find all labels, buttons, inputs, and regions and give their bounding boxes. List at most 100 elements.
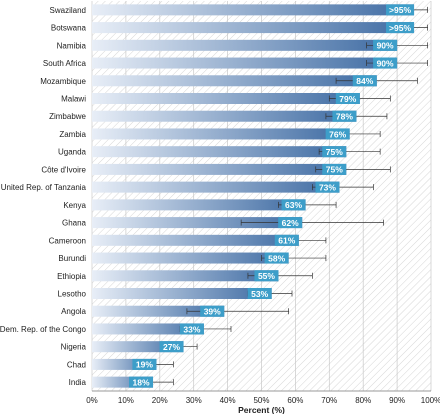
data-label: 73% xyxy=(319,182,336,192)
bar xyxy=(92,341,184,353)
data-label: 53% xyxy=(251,289,268,299)
x-tick-label: 90% xyxy=(389,396,405,405)
data-label: 33% xyxy=(183,324,200,334)
category-label: Ethiopia xyxy=(57,272,86,281)
bar xyxy=(92,305,225,317)
category-label: South Africa xyxy=(43,59,87,68)
data-label: 76% xyxy=(329,129,346,139)
data-label: 79% xyxy=(339,94,356,104)
data-label: 90% xyxy=(377,41,394,51)
data-labels: >95% >95% 90% 90% 84%79% 78% 76% 75% 75% 73% 63% 62… xyxy=(129,4,415,388)
x-axis-title: Percent (%) xyxy=(238,405,285,414)
data-label-box xyxy=(129,376,154,388)
bar xyxy=(92,93,360,104)
data-label-box xyxy=(373,57,398,69)
bar xyxy=(92,39,398,51)
bar xyxy=(92,270,279,282)
x-tick-label: 50% xyxy=(253,396,269,405)
data-label: >95% xyxy=(389,5,411,15)
data-label-box xyxy=(332,110,357,122)
bar xyxy=(92,234,299,246)
bar xyxy=(92,4,415,16)
data-label: 39% xyxy=(204,307,221,317)
bar xyxy=(92,22,415,34)
category-label: Namibia xyxy=(57,41,87,50)
data-label-box xyxy=(322,146,347,158)
category-label: Cameroon xyxy=(49,236,86,245)
data-label: 19% xyxy=(136,360,153,370)
data-label-box xyxy=(159,341,184,353)
category-label: Malawi xyxy=(61,95,86,104)
data-label: 78% xyxy=(336,112,353,122)
category-label: Zimbabwe xyxy=(49,112,86,121)
bar xyxy=(92,358,157,370)
x-tick-label: 0% xyxy=(86,396,98,405)
data-label: 62% xyxy=(282,218,299,228)
data-label-box xyxy=(247,288,272,299)
bar xyxy=(92,163,347,175)
bar xyxy=(92,288,272,299)
category-label: Botswana xyxy=(51,24,87,33)
category-label: Angola xyxy=(61,307,86,316)
data-label: 84% xyxy=(356,76,373,86)
category-label: Mozambique xyxy=(40,77,86,86)
category-labels: Swaziland Botswana Namibia South Africa Moza… xyxy=(0,6,87,387)
bar xyxy=(92,199,306,211)
category-label: Chad xyxy=(67,360,86,369)
data-label-box xyxy=(315,181,340,193)
x-tick-label: 20% xyxy=(152,396,168,405)
x-tick-label: 70% xyxy=(321,396,337,405)
data-label: 90% xyxy=(377,58,394,68)
category-label: Côte d'Ivoire xyxy=(41,165,86,174)
bar xyxy=(92,217,303,229)
data-label-box xyxy=(281,199,306,211)
data-label-box xyxy=(386,4,415,16)
category-label: Uganda xyxy=(58,148,87,157)
category-label: Dem. Rep. of the Congo xyxy=(0,325,87,334)
data-label: 63% xyxy=(285,200,302,210)
bar xyxy=(92,57,398,69)
bar xyxy=(92,110,357,122)
data-label-box xyxy=(386,22,415,34)
data-label-box xyxy=(373,39,398,51)
data-label-box xyxy=(179,323,204,335)
data-label-box xyxy=(264,252,289,264)
bar xyxy=(92,146,347,158)
bar xyxy=(92,252,289,264)
data-label: >95% xyxy=(389,23,411,33)
bar xyxy=(92,75,377,87)
data-label-box xyxy=(274,234,299,246)
bar xyxy=(92,323,204,335)
data-label: 75% xyxy=(326,165,343,175)
category-label: Kenya xyxy=(63,201,86,210)
data-label: 18% xyxy=(133,377,150,387)
data-label-box xyxy=(254,270,279,282)
data-label: 27% xyxy=(163,342,180,352)
category-label: Swaziland xyxy=(50,6,86,15)
category-label: United Rep. of Tanzania xyxy=(1,183,87,192)
category-label: Lesotho xyxy=(58,290,87,299)
x-tick-label: 30% xyxy=(186,396,202,405)
category-label: Zambia xyxy=(59,130,86,139)
x-tick-label: 80% xyxy=(355,396,371,405)
data-label-box xyxy=(325,128,350,140)
x-tick-labels: 0% 10% 20% 30% 40% 50% 60% 70% 80% 90% 100% xyxy=(86,396,440,405)
x-tick-label: 100% xyxy=(421,396,440,405)
data-label-box xyxy=(352,75,377,87)
data-label: 75% xyxy=(326,147,343,157)
data-label: 55% xyxy=(258,271,275,281)
data-label-box xyxy=(132,358,157,370)
x-tick-label: 10% xyxy=(118,396,134,405)
data-label-box xyxy=(278,217,303,229)
category-label: Nigeria xyxy=(61,343,87,352)
category-label: Burundi xyxy=(58,254,86,263)
bars xyxy=(92,4,415,388)
data-label: 61% xyxy=(278,236,295,246)
bar xyxy=(92,181,340,193)
data-label-box xyxy=(200,305,225,317)
category-label: Ghana xyxy=(62,219,87,228)
bar xyxy=(92,376,154,388)
data-label-box xyxy=(335,93,360,104)
